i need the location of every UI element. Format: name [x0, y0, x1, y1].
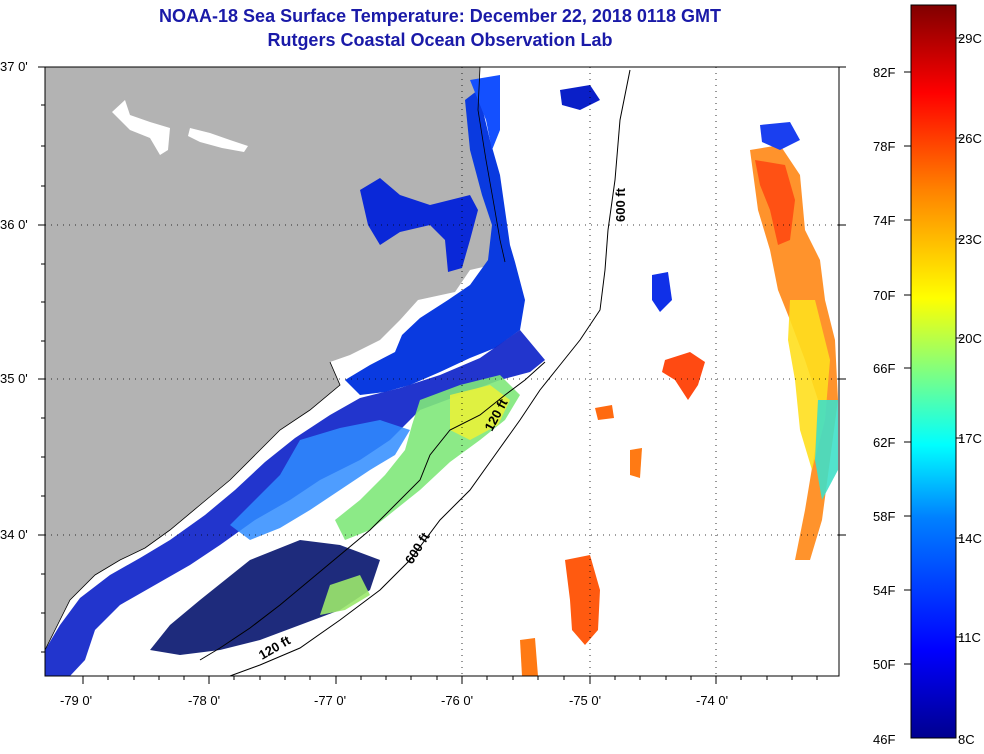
lon-ticks	[82, 676, 818, 684]
gulf-stream-cyan	[815, 400, 838, 500]
map-title: NOAA-18 Sea Surface Temperature: Decembe…	[159, 6, 721, 26]
lat-label-35: 35 0'	[0, 371, 28, 386]
lon-label-74: -74 0'	[696, 693, 728, 708]
shelf-water-mid	[230, 420, 410, 540]
lon-label-75: -75 0'	[569, 693, 601, 708]
lon-label-79: -79 0'	[60, 693, 92, 708]
lat-ticks	[38, 66, 846, 653]
warm-eddy	[595, 405, 614, 420]
colorbar-c-17: 17C	[958, 431, 982, 446]
map-subtitle: Rutgers Coastal Ocean Observation Lab	[267, 30, 613, 50]
colorbar-f-58: 58F	[873, 509, 895, 524]
shelf-water-yellow	[450, 385, 510, 440]
colorbar-ticks	[904, 37, 963, 665]
colorbar-c-26: 26C	[958, 131, 982, 146]
colorbar-f-66: 66F	[873, 361, 895, 376]
colorbar-f-54: 54F	[873, 583, 895, 598]
sound-water	[360, 178, 478, 272]
colorbar-c-29: 29C	[958, 31, 982, 46]
warm-eddy	[630, 448, 642, 478]
lon-label-76: -76 0'	[441, 693, 473, 708]
lon-label-78: -78 0'	[188, 693, 220, 708]
colorbar-c-23: 23C	[958, 232, 982, 247]
warm-eddy	[662, 352, 705, 400]
lat-label-37: 37 0'	[0, 59, 28, 74]
gulf-stream-red	[755, 160, 795, 245]
inland-lake	[112, 100, 170, 155]
map-frame	[44, 66, 840, 677]
colorbar-c-20: 20C	[958, 331, 982, 346]
lat-label-36: 36 0'	[0, 217, 28, 232]
cool-patch	[760, 122, 800, 150]
lat-label-34: 34 0'	[0, 527, 28, 542]
colorbar-c-14: 14C	[958, 531, 982, 546]
warm-eddy	[520, 638, 538, 676]
colorbar-f-74: 74F	[873, 213, 895, 228]
sound-water	[345, 90, 525, 395]
coastal-water	[470, 75, 500, 150]
shelf-water-south	[150, 540, 380, 655]
warm-eddy	[565, 555, 600, 645]
shelf-water-patch	[320, 575, 370, 615]
colorbar-c-8: 8C	[958, 732, 975, 747]
colorbar-f-62: 62F	[873, 435, 895, 450]
cool-patch	[652, 272, 672, 312]
colorbar-f-70: 70F	[873, 288, 895, 303]
lon-label-77: -77 0'	[314, 693, 346, 708]
colorbar	[910, 4, 957, 739]
coastline	[45, 67, 506, 651]
contour-label-600ft: 600 ft	[613, 187, 628, 222]
shelf-water	[45, 330, 545, 676]
depth-contour-120ft	[199, 361, 546, 661]
inland-lake	[188, 128, 248, 152]
colorbar-f-78: 78F	[873, 139, 895, 154]
colorbar-f-50: 50F	[873, 657, 895, 672]
colorbar-f-82: 82F	[873, 65, 895, 80]
colorbar-f-46: 46F	[873, 732, 895, 747]
graticule	[45, 67, 839, 676]
depth-contour-600ft	[229, 69, 631, 676]
colorbar-c-11: 11C	[958, 630, 981, 645]
